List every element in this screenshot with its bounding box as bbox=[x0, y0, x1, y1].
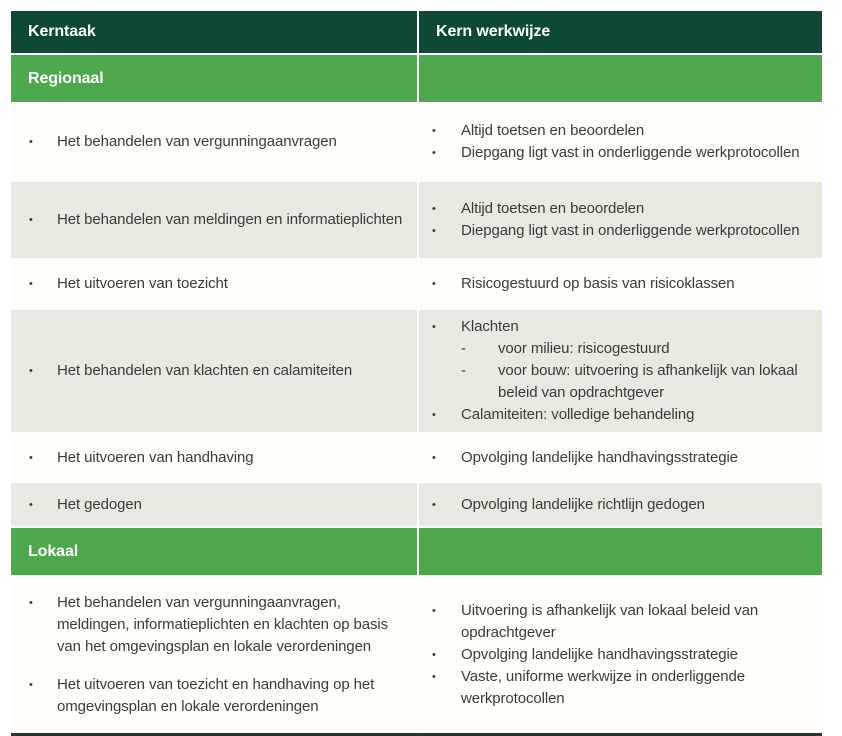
list-item: Opvolging landelijke handhavingsstrategi… bbox=[431, 644, 814, 666]
section-header-spacer bbox=[419, 528, 822, 575]
table-row: Het uitvoeren van handhaving Opvolging l… bbox=[11, 434, 822, 481]
section-header-regionaal: Regionaal bbox=[11, 55, 417, 102]
list-item: Het uitvoeren van toezicht bbox=[28, 273, 405, 295]
list-item: Altijd toetsen en beoordelen bbox=[431, 120, 814, 142]
method-list: Klachten voor milieu: risicogestuurd voo… bbox=[431, 316, 814, 426]
task-list: Het gedogen bbox=[28, 494, 405, 516]
method-list: Altijd toetsen en beoordelen Diepgang li… bbox=[431, 120, 814, 164]
method-list: Uitvoering is afhankelijk van lokaal bel… bbox=[431, 600, 814, 710]
section-label: Regionaal bbox=[28, 69, 104, 87]
method-list: Risicogestuurd op basis van risicoklasse… bbox=[431, 273, 814, 295]
table-row: Het behandelen van vergunningaanvragen, … bbox=[11, 577, 822, 733]
task-cell: Het uitvoeren van toezicht bbox=[11, 260, 417, 308]
task-list: Het behandelen van meldingen en informat… bbox=[28, 209, 405, 231]
list-item: Vaste, uniforme werkwijze in onderliggen… bbox=[431, 666, 814, 710]
method-list: Opvolging landelijke handhavingsstrategi… bbox=[431, 447, 814, 469]
method-cell: Uitvoering is afhankelijk van lokaal bel… bbox=[419, 577, 822, 733]
table-row: Het behandelen van klachten en calamitei… bbox=[11, 310, 822, 432]
section-header-spacer bbox=[419, 55, 822, 102]
column-header-label: Kern werkwijze bbox=[436, 23, 551, 40]
column-header-kern-werkwijze: Kern werkwijze bbox=[419, 11, 822, 53]
list-item: Het behandelen van klachten en calamitei… bbox=[28, 360, 405, 382]
section-label: Lokaal bbox=[28, 542, 79, 560]
list-item: Uitvoering is afhankelijk van lokaal bel… bbox=[431, 600, 814, 644]
method-list: Altijd toetsen en beoordelen Diepgang li… bbox=[431, 198, 814, 242]
task-list: Het behandelen van vergunningaanvragen bbox=[28, 131, 405, 153]
list-item: Het gedogen bbox=[28, 494, 405, 516]
task-list: Het uitvoeren van handhaving bbox=[28, 447, 405, 469]
task-list: Het behandelen van klachten en calamitei… bbox=[28, 360, 405, 382]
task-list: Het behandelen van vergunningaanvragen, … bbox=[28, 592, 405, 718]
list-item: Klachten voor milieu: risicogestuurd voo… bbox=[431, 316, 814, 404]
list-item: Diepgang ligt vast in onderliggende werk… bbox=[431, 220, 814, 242]
task-cell: Het behandelen van klachten en calamitei… bbox=[11, 310, 417, 432]
method-cell: Altijd toetsen en beoordelen Diepgang li… bbox=[419, 104, 822, 180]
task-cell: Het behandelen van vergunningaanvragen bbox=[11, 104, 417, 180]
task-cell: Het uitvoeren van handhaving bbox=[11, 434, 417, 481]
list-item: Altijd toetsen en beoordelen bbox=[431, 198, 814, 220]
list-item: Het behandelen van meldingen en informat… bbox=[28, 209, 405, 231]
list-item: Het uitvoeren van toezicht en handhaving… bbox=[28, 674, 405, 718]
list-item-text: Klachten bbox=[461, 318, 519, 335]
list-item: Opvolging landelijke richtlijn gedogen bbox=[431, 494, 814, 516]
list-item: Calamiteiten: volledige behandeling bbox=[431, 404, 814, 426]
table-row: Het gedogen Opvolging landelijke richtli… bbox=[11, 483, 822, 526]
method-list: Opvolging landelijke richtlijn gedogen bbox=[431, 494, 814, 516]
task-list: Het uitvoeren van toezicht bbox=[28, 273, 405, 295]
table-row: Het behandelen van vergunningaanvragen A… bbox=[11, 104, 822, 180]
table-row: Het uitvoeren van toezicht Risicogestuur… bbox=[11, 260, 822, 308]
table-header-row: Kerntaak Kern werkwijze bbox=[11, 11, 822, 53]
section-header-lokaal: Lokaal bbox=[11, 528, 417, 575]
sub-list-item: voor milieu: risicogestuurd bbox=[461, 338, 814, 360]
task-cell: Het behandelen van meldingen en informat… bbox=[11, 182, 417, 258]
table-row: Het behandelen van meldingen en informat… bbox=[11, 182, 822, 258]
section-row-lokaal: Lokaal bbox=[11, 528, 822, 575]
method-cell: Klachten voor milieu: risicogestuurd voo… bbox=[419, 310, 822, 432]
task-cell: Het gedogen bbox=[11, 483, 417, 526]
list-item: Risicogestuurd op basis van risicoklasse… bbox=[431, 273, 814, 295]
column-header-label: Kerntaak bbox=[28, 23, 96, 40]
kerntaken-table: Kerntaak Kern werkwijze Regionaal Het be… bbox=[11, 11, 822, 736]
list-item: Het behandelen van vergunningaanvragen bbox=[28, 131, 405, 153]
list-item: Het behandelen van vergunningaanvragen, … bbox=[28, 592, 405, 658]
list-item: Opvolging landelijke handhavingsstrategi… bbox=[431, 447, 814, 469]
method-cell: Opvolging landelijke handhavingsstrategi… bbox=[419, 434, 822, 481]
sub-list-item: voor bouw: uitvoering is afhankelijk van… bbox=[461, 360, 814, 404]
method-cell: Risicogestuurd op basis van risicoklasse… bbox=[419, 260, 822, 308]
section-row-regionaal: Regionaal bbox=[11, 55, 822, 102]
list-item: Het uitvoeren van handhaving bbox=[28, 447, 405, 469]
column-header-kerntaak: Kerntaak bbox=[11, 11, 417, 53]
task-cell: Het behandelen van vergunningaanvragen, … bbox=[11, 577, 417, 733]
list-item: Diepgang ligt vast in onderliggende werk… bbox=[431, 142, 814, 164]
method-cell: Altijd toetsen en beoordelen Diepgang li… bbox=[419, 182, 822, 258]
method-cell: Opvolging landelijke richtlijn gedogen bbox=[419, 483, 822, 526]
